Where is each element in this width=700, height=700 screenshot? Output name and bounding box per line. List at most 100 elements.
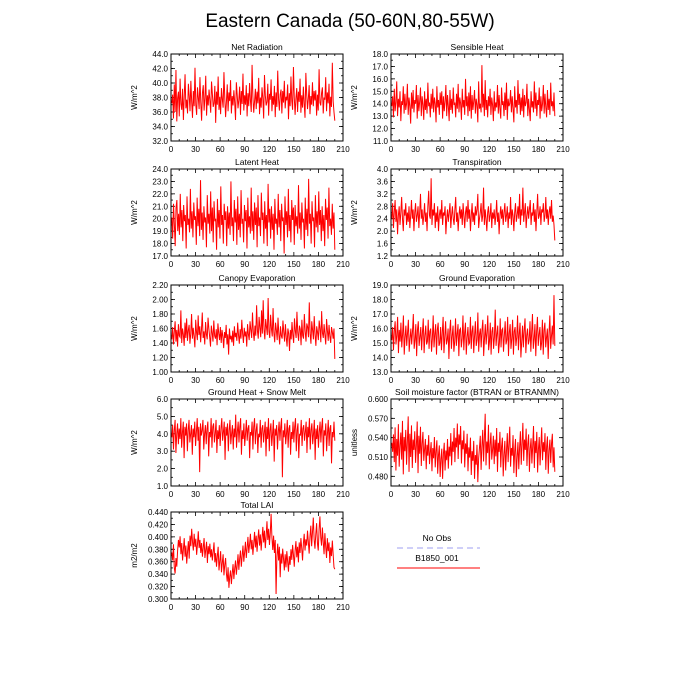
y-tick-label: 3.2 xyxy=(377,190,389,199)
plot-frame xyxy=(390,398,564,487)
x-tick-label: 60 xyxy=(216,145,225,154)
x-tick-label: 0 xyxy=(389,490,394,499)
y-tick-label: 1.20 xyxy=(152,354,168,363)
x-tick-label: 30 xyxy=(191,145,200,154)
x-tick-label: 30 xyxy=(411,260,420,269)
y-tick-label: 1.80 xyxy=(152,310,168,319)
panel-soil-moisture-factor-btran-or-btranmn: Soil moisture factor (BTRAN or BTRANMN) u… xyxy=(350,387,570,499)
x-tick-label: 60 xyxy=(216,603,225,612)
x-tick-label: 30 xyxy=(411,145,420,154)
y-tick-label: 0.300 xyxy=(148,595,169,604)
y-tick-label: 13.0 xyxy=(372,112,388,121)
y-tick-label: 1.60 xyxy=(152,325,168,334)
series-line-b1850-001 xyxy=(171,178,336,254)
y-tick-label: 0.420 xyxy=(148,520,169,529)
plot-frame xyxy=(170,511,344,600)
x-tick-label: 150 xyxy=(287,603,301,612)
y-tick-label: 0.600 xyxy=(368,395,389,404)
y-tick-label: 3.0 xyxy=(157,447,169,456)
plot-frame xyxy=(390,284,564,373)
y-tick-label: 13.0 xyxy=(372,368,388,377)
y-tick-label: 1.6 xyxy=(377,240,389,249)
x-tick-label: 0 xyxy=(389,145,394,154)
y-tick-label: 3.6 xyxy=(377,177,389,186)
y-tick-label: 0.570 xyxy=(368,414,389,423)
x-tick-label: 30 xyxy=(191,603,200,612)
panel-title: Canopy Evaporation xyxy=(218,273,295,283)
panel-title: Latent Heat xyxy=(235,157,280,167)
y-tick-label: 34.0 xyxy=(152,123,168,132)
x-tick-label: 30 xyxy=(411,490,420,499)
y-tick-label: 0.510 xyxy=(368,453,389,462)
x-tick-label: 0 xyxy=(169,490,174,499)
x-tick-label: 0 xyxy=(169,603,174,612)
y-tick-label: 16.0 xyxy=(372,75,388,84)
y-tick-label: 0.360 xyxy=(148,558,169,567)
y-tick-label: 1.2 xyxy=(377,252,389,261)
plot-frame xyxy=(390,53,564,142)
y-tick-label: 14.0 xyxy=(372,354,388,363)
x-tick-label: 210 xyxy=(336,603,350,612)
panel-net-radiation: Net Radiation W/m^2 0 30 60 90 120 150 180 210 32.… xyxy=(130,42,350,154)
x-tick-label: 210 xyxy=(336,145,350,154)
x-tick-label: 210 xyxy=(556,376,570,385)
panel-title: Ground Evaporation xyxy=(439,273,515,283)
series-line-b1850-001 xyxy=(391,295,556,359)
y-tick-label: 22.0 xyxy=(152,190,168,199)
y-tick-label: 2.20 xyxy=(152,281,168,290)
series-line-b1850-001 xyxy=(171,414,336,478)
legend: No Obs B1850_001 xyxy=(397,533,480,569)
panel-title: Total LAI xyxy=(240,500,273,510)
x-tick-label: 30 xyxy=(191,260,200,269)
x-tick-label: 180 xyxy=(312,145,326,154)
x-tick-label: 90 xyxy=(460,145,469,154)
y-axis-label: W/m^2 xyxy=(130,316,139,341)
y-tick-label: 5.0 xyxy=(157,412,169,421)
y-tick-label: 2.8 xyxy=(377,202,389,211)
x-tick-label: 90 xyxy=(460,376,469,385)
panels: Net Radiation W/m^2 0 30 60 90 120 150 180 210 32.… xyxy=(130,42,570,612)
plot-frame xyxy=(170,168,344,257)
y-tick-label: 32.0 xyxy=(152,137,168,146)
x-tick-label: 30 xyxy=(411,376,420,385)
y-tick-label: 19.0 xyxy=(152,227,168,236)
x-tick-label: 150 xyxy=(507,376,521,385)
x-tick-label: 90 xyxy=(240,603,249,612)
series-line-b1850-001 xyxy=(171,298,336,359)
panel-total-lai: Total LAI m2/m2 0 30 60 90 120 150 180 210 0.300 0.… xyxy=(130,500,350,612)
panel-title: Ground Heat + Snow Melt xyxy=(208,387,307,397)
x-tick-label: 180 xyxy=(312,260,326,269)
x-tick-label: 150 xyxy=(507,145,521,154)
y-tick-label: 15.0 xyxy=(372,87,388,96)
y-tick-label: 4.0 xyxy=(157,430,169,439)
x-tick-label: 90 xyxy=(460,490,469,499)
series-line-b1850-001 xyxy=(171,513,336,595)
x-tick-label: 60 xyxy=(216,376,225,385)
x-tick-label: 180 xyxy=(532,376,546,385)
legend-label-no-obs: No Obs xyxy=(423,533,452,543)
x-tick-label: 0 xyxy=(389,376,394,385)
x-tick-label: 210 xyxy=(556,145,570,154)
x-tick-label: 90 xyxy=(240,260,249,269)
x-tick-label: 150 xyxy=(287,490,301,499)
x-tick-label: 180 xyxy=(312,376,326,385)
x-tick-label: 30 xyxy=(191,490,200,499)
y-tick-label: 17.0 xyxy=(152,252,168,261)
y-tick-label: 17.0 xyxy=(372,310,388,319)
y-tick-label: 2.0 xyxy=(157,465,169,474)
y-tick-label: 20.0 xyxy=(152,215,168,224)
x-tick-label: 150 xyxy=(507,490,521,499)
y-tick-label: 0.540 xyxy=(368,434,389,443)
panel-title: Net Radiation xyxy=(231,42,283,52)
y-axis-label: unitless xyxy=(350,429,359,456)
y-tick-label: 0.480 xyxy=(368,472,389,481)
x-tick-label: 0 xyxy=(169,260,174,269)
x-tick-label: 120 xyxy=(263,145,277,154)
panel-title: Soil moisture factor (BTRAN or BTRANMN) xyxy=(395,387,559,397)
y-tick-label: 42.0 xyxy=(152,65,168,74)
x-tick-label: 150 xyxy=(287,145,301,154)
y-tick-label: 1.00 xyxy=(152,368,168,377)
x-tick-label: 120 xyxy=(263,376,277,385)
x-tick-label: 60 xyxy=(216,260,225,269)
